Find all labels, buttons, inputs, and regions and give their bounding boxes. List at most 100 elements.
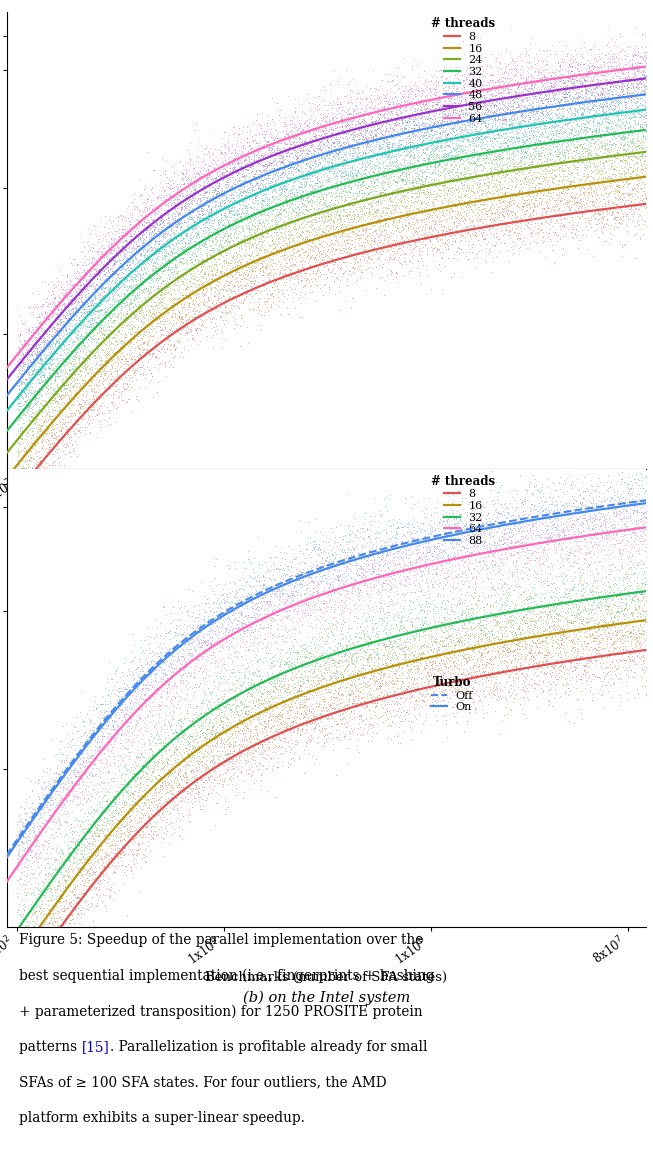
Point [143, 237, 153, 256]
Point [165, 243, 176, 261]
Point [392, 121, 402, 140]
Point [513, 95, 523, 113]
Point [507, 633, 517, 651]
Point [637, 622, 648, 641]
Point [304, 141, 315, 160]
Point [133, 748, 143, 767]
Point [599, 231, 609, 250]
Point [605, 205, 616, 224]
Point [477, 175, 487, 194]
Point [145, 307, 155, 326]
Point [567, 109, 577, 127]
Point [626, 117, 637, 135]
Point [587, 123, 597, 141]
Point [618, 71, 628, 90]
Point [148, 684, 159, 703]
Point [426, 655, 437, 673]
Point [451, 86, 462, 105]
Point [384, 146, 394, 165]
Point [416, 109, 426, 127]
Point [329, 195, 340, 214]
Point [574, 72, 584, 91]
Point [441, 525, 451, 544]
Point [510, 159, 520, 177]
Point [580, 623, 590, 642]
Point [411, 151, 422, 169]
Point [185, 698, 195, 717]
Point [223, 190, 233, 209]
Point [250, 258, 261, 277]
Point [417, 176, 428, 195]
Point [390, 233, 400, 252]
Point [93, 359, 104, 378]
Point [97, 867, 108, 886]
Point [283, 305, 293, 323]
Point [361, 551, 372, 569]
Point [263, 697, 274, 715]
Point [205, 240, 215, 259]
Point [43, 336, 54, 355]
Point [400, 102, 410, 120]
Point [76, 291, 86, 309]
Point [590, 499, 601, 518]
Point [44, 796, 55, 815]
Point [208, 624, 219, 643]
Point [503, 223, 514, 242]
Point [226, 700, 236, 719]
Point [84, 763, 94, 782]
Point [499, 235, 509, 253]
Point [65, 321, 75, 340]
Point [550, 651, 561, 670]
Point [98, 287, 108, 306]
Point [114, 810, 125, 829]
Point [135, 768, 146, 787]
Point [385, 204, 396, 223]
Point [109, 373, 119, 392]
Point [121, 774, 132, 792]
Point [568, 552, 579, 571]
Point [524, 96, 535, 114]
Point [468, 641, 478, 659]
Point [584, 67, 594, 85]
Point [474, 494, 485, 512]
Point [321, 173, 332, 191]
Point [383, 196, 394, 215]
Point [466, 154, 476, 173]
Point [623, 147, 633, 166]
Point [372, 693, 382, 712]
Point [103, 685, 114, 704]
Point [565, 648, 575, 666]
Point [165, 703, 175, 721]
Point [271, 133, 281, 152]
Point [535, 159, 545, 177]
Point [347, 106, 358, 125]
Point [189, 208, 199, 226]
Point [385, 118, 396, 137]
Point [252, 221, 263, 239]
Point [59, 307, 70, 326]
Point [90, 789, 101, 808]
Point [615, 664, 626, 683]
Point [381, 97, 392, 116]
Point [126, 350, 136, 369]
Point [429, 541, 439, 560]
Point [74, 288, 85, 307]
Point [232, 176, 243, 195]
Point [252, 176, 263, 195]
Point [181, 739, 191, 757]
Point [163, 329, 174, 348]
Point [84, 285, 95, 303]
Point [231, 584, 241, 602]
Point [112, 300, 122, 319]
Point [577, 104, 587, 123]
Point [229, 223, 240, 242]
Point [114, 341, 125, 359]
Point [188, 762, 199, 781]
Point [393, 159, 404, 177]
Point [478, 586, 488, 605]
Point [526, 636, 536, 655]
Point [235, 606, 246, 624]
Point [322, 652, 332, 671]
Point [457, 86, 468, 105]
Point [341, 124, 351, 142]
